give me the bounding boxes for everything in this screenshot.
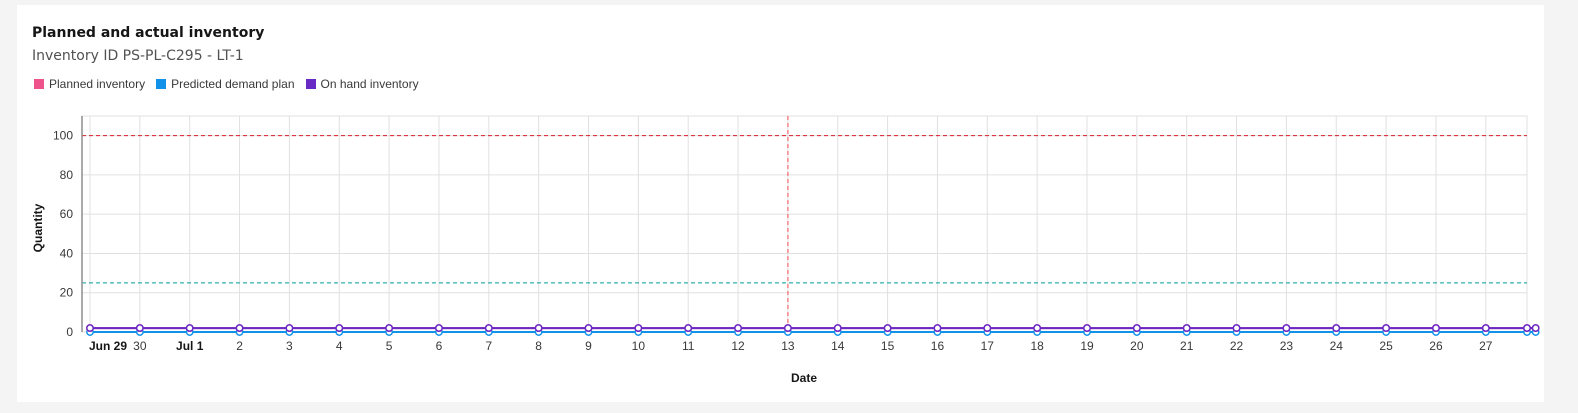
x-tick-label: 20: [1130, 339, 1144, 353]
x-tick-label: Jul 1: [176, 339, 204, 353]
y-tick-label: 80: [60, 168, 74, 182]
legend-label-planned-inventory: Planned inventory: [49, 77, 146, 91]
legend-swatch-on-hand-inventory: [305, 79, 316, 89]
x-tick-label: 5: [386, 339, 393, 353]
x-tick-label: 4: [336, 339, 343, 353]
legend-item-predicted-demand-plan[interactable]: Predicted demand plan: [156, 77, 295, 91]
chart-card: Planned and actual inventory Inventory I…: [17, 5, 1544, 402]
data-point-on-hand-inventory: [783, 324, 792, 333]
x-tick-label: 30: [133, 339, 147, 353]
x-tick-label: 6: [436, 339, 443, 353]
data-point-on-hand-inventory: [684, 324, 693, 333]
x-tick-label: 26: [1429, 339, 1443, 353]
data-point-on-hand-inventory: [335, 324, 344, 333]
y-tick-label: 40: [60, 246, 74, 260]
x-axis-title: Date: [791, 371, 817, 385]
data-point-on-hand-inventory: [86, 324, 94, 333]
data-point-on-hand-inventory: [484, 324, 493, 333]
data-point-on-hand-inventory: [734, 324, 742, 333]
data-point-on-hand-inventory: [1182, 324, 1191, 333]
x-tick-label: 24: [1330, 339, 1344, 353]
x-tick-label: 19: [1080, 339, 1094, 353]
x-tick-label: 11: [682, 339, 695, 353]
x-tick-label: 22: [1230, 339, 1244, 353]
data-point-on-hand-inventory: [1382, 324, 1391, 333]
legend-item-on-hand-inventory[interactable]: On hand inventory: [305, 77, 419, 91]
x-tick-label: 14: [831, 339, 845, 353]
x-tick-label: 15: [881, 339, 895, 353]
x-tick-label: 10: [632, 339, 646, 353]
data-point-on-hand-inventory: [1531, 324, 1540, 333]
legend-item-planned-inventory[interactable]: Planned inventory: [34, 77, 145, 91]
data-point-on-hand-inventory: [983, 324, 992, 333]
chart-legend: Planned inventory Predicted demand plan …: [34, 77, 419, 91]
y-tick-label: 100: [53, 129, 73, 143]
x-tick-label: 18: [1030, 339, 1044, 353]
x-tick-label: 16: [931, 339, 945, 353]
x-tick-label: 23: [1280, 339, 1294, 353]
x-tick-label: 7: [485, 339, 492, 353]
x-tick-label: 21: [1180, 339, 1194, 353]
data-point-on-hand-inventory: [584, 324, 593, 333]
data-point-on-hand-inventory: [435, 324, 443, 333]
x-tick-label: 17: [981, 339, 995, 353]
y-tick-label: 20: [60, 286, 74, 300]
data-point-on-hand-inventory: [1033, 324, 1042, 333]
data-point-on-hand-inventory: [185, 324, 194, 333]
data-point-on-hand-inventory: [833, 324, 842, 333]
y-tick-label: 0: [66, 325, 73, 339]
x-tick-label: 12: [731, 339, 745, 353]
data-point-on-hand-inventory: [534, 324, 543, 333]
legend-label-predicted-demand-plan: Predicted demand plan: [171, 77, 295, 91]
data-point-on-hand-inventory: [1432, 324, 1440, 333]
data-point-on-hand-inventory: [1232, 324, 1241, 333]
legend-swatch-predicted-demand-plan: [156, 79, 167, 89]
data-point-on-hand-inventory: [285, 324, 294, 333]
x-tick-label: 13: [781, 339, 795, 353]
data-point-on-hand-inventory: [135, 324, 144, 333]
data-point-on-hand-inventory: [1332, 324, 1341, 333]
legend-label-on-hand-inventory: On hand inventory: [320, 77, 419, 91]
plot-area: [81, 115, 1528, 333]
y-axis-title: Quantity: [31, 203, 45, 252]
legend-swatch-planned-inventory: [34, 79, 44, 89]
data-point-on-hand-inventory: [235, 324, 244, 333]
data-point-on-hand-inventory: [1132, 324, 1141, 333]
data-point-on-hand-inventory: [1523, 324, 1531, 333]
y-tick-label: 60: [60, 207, 74, 221]
x-tick-label: 27: [1479, 339, 1493, 353]
x-tick-label: 2: [236, 339, 243, 353]
x-tick-label: Jun 29: [89, 339, 127, 353]
x-tick-label: 25: [1379, 339, 1393, 353]
data-point-on-hand-inventory: [933, 324, 942, 333]
chart-subtitle: Inventory ID PS-PL-C295 - LT-1: [32, 48, 244, 64]
x-tick-label: 8: [535, 339, 542, 353]
x-tick-label: 9: [585, 339, 592, 353]
data-point-on-hand-inventory: [1083, 324, 1091, 333]
data-point-on-hand-inventory: [385, 324, 394, 333]
data-point-on-hand-inventory: [1282, 324, 1291, 333]
data-point-on-hand-inventory: [1481, 324, 1490, 333]
data-point-on-hand-inventory: [634, 324, 643, 333]
x-tick-label: 3: [286, 339, 293, 353]
data-point-on-hand-inventory: [883, 324, 892, 333]
chart-title: Planned and actual inventory: [32, 25, 265, 41]
